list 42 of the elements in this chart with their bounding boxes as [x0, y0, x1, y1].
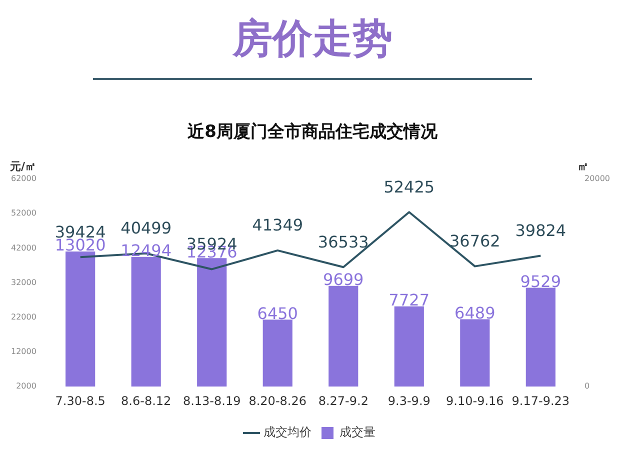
- chart-subtitle: 近8周厦门全市商品住宅成交情况: [186, 121, 438, 143]
- y2-tick-label: 20000: [584, 174, 610, 184]
- y-tick-label: 52000: [10, 208, 36, 218]
- data-label: 41349: [252, 216, 304, 235]
- data-label: 36533: [318, 232, 369, 252]
- x-tick-label: 8.13-8.19: [182, 394, 241, 408]
- legend-label: 成交量: [340, 425, 376, 440]
- data-label: 40499: [120, 218, 172, 238]
- x-tick-label: 9.10-9.16: [446, 394, 504, 408]
- data-label: 9699: [323, 270, 364, 290]
- x-tick-label: 8.20-8.26: [248, 394, 307, 408]
- bar: [66, 251, 96, 387]
- y-axis-title: 元/㎡: [9, 160, 36, 173]
- y2-tick-label: 0: [584, 382, 590, 391]
- y-tick-label: 2000: [16, 382, 36, 391]
- bar: [262, 320, 292, 387]
- data-label: 9529: [520, 272, 562, 291]
- data-label: 39824: [515, 220, 566, 240]
- x-tick-label: 7.30-8.5: [55, 394, 106, 408]
- x-tick-label: 8.27-9.2: [318, 394, 368, 408]
- y-tick-label: 22000: [10, 312, 36, 322]
- bar: [328, 286, 358, 387]
- bar: [460, 319, 490, 387]
- data-label: 6450: [257, 304, 298, 323]
- x-tick-label: 9.3-9.9: [388, 394, 430, 408]
- y-tick-label: 32000: [10, 278, 36, 287]
- y-tick-label: 62000: [10, 174, 36, 184]
- bar: [394, 306, 424, 387]
- data-label: 36762: [449, 231, 500, 250]
- y2-axis-title: ㎡: [578, 160, 589, 173]
- chart-title: 房价走势: [93, 8, 532, 80]
- data-label: 7727: [388, 290, 430, 310]
- data-label: 6489: [454, 303, 496, 322]
- y-tick-label: 12000: [10, 347, 36, 356]
- x-tick-label: 9.17-9.23: [512, 394, 570, 408]
- data-label: 52425: [384, 177, 435, 196]
- x-tick-label: 8.6-8.12: [121, 394, 172, 408]
- legend-label: 成交均价: [264, 425, 312, 440]
- y-tick-label: 42000: [10, 243, 36, 252]
- bar: [131, 256, 161, 387]
- bar: [197, 258, 227, 387]
- bar: [526, 288, 556, 387]
